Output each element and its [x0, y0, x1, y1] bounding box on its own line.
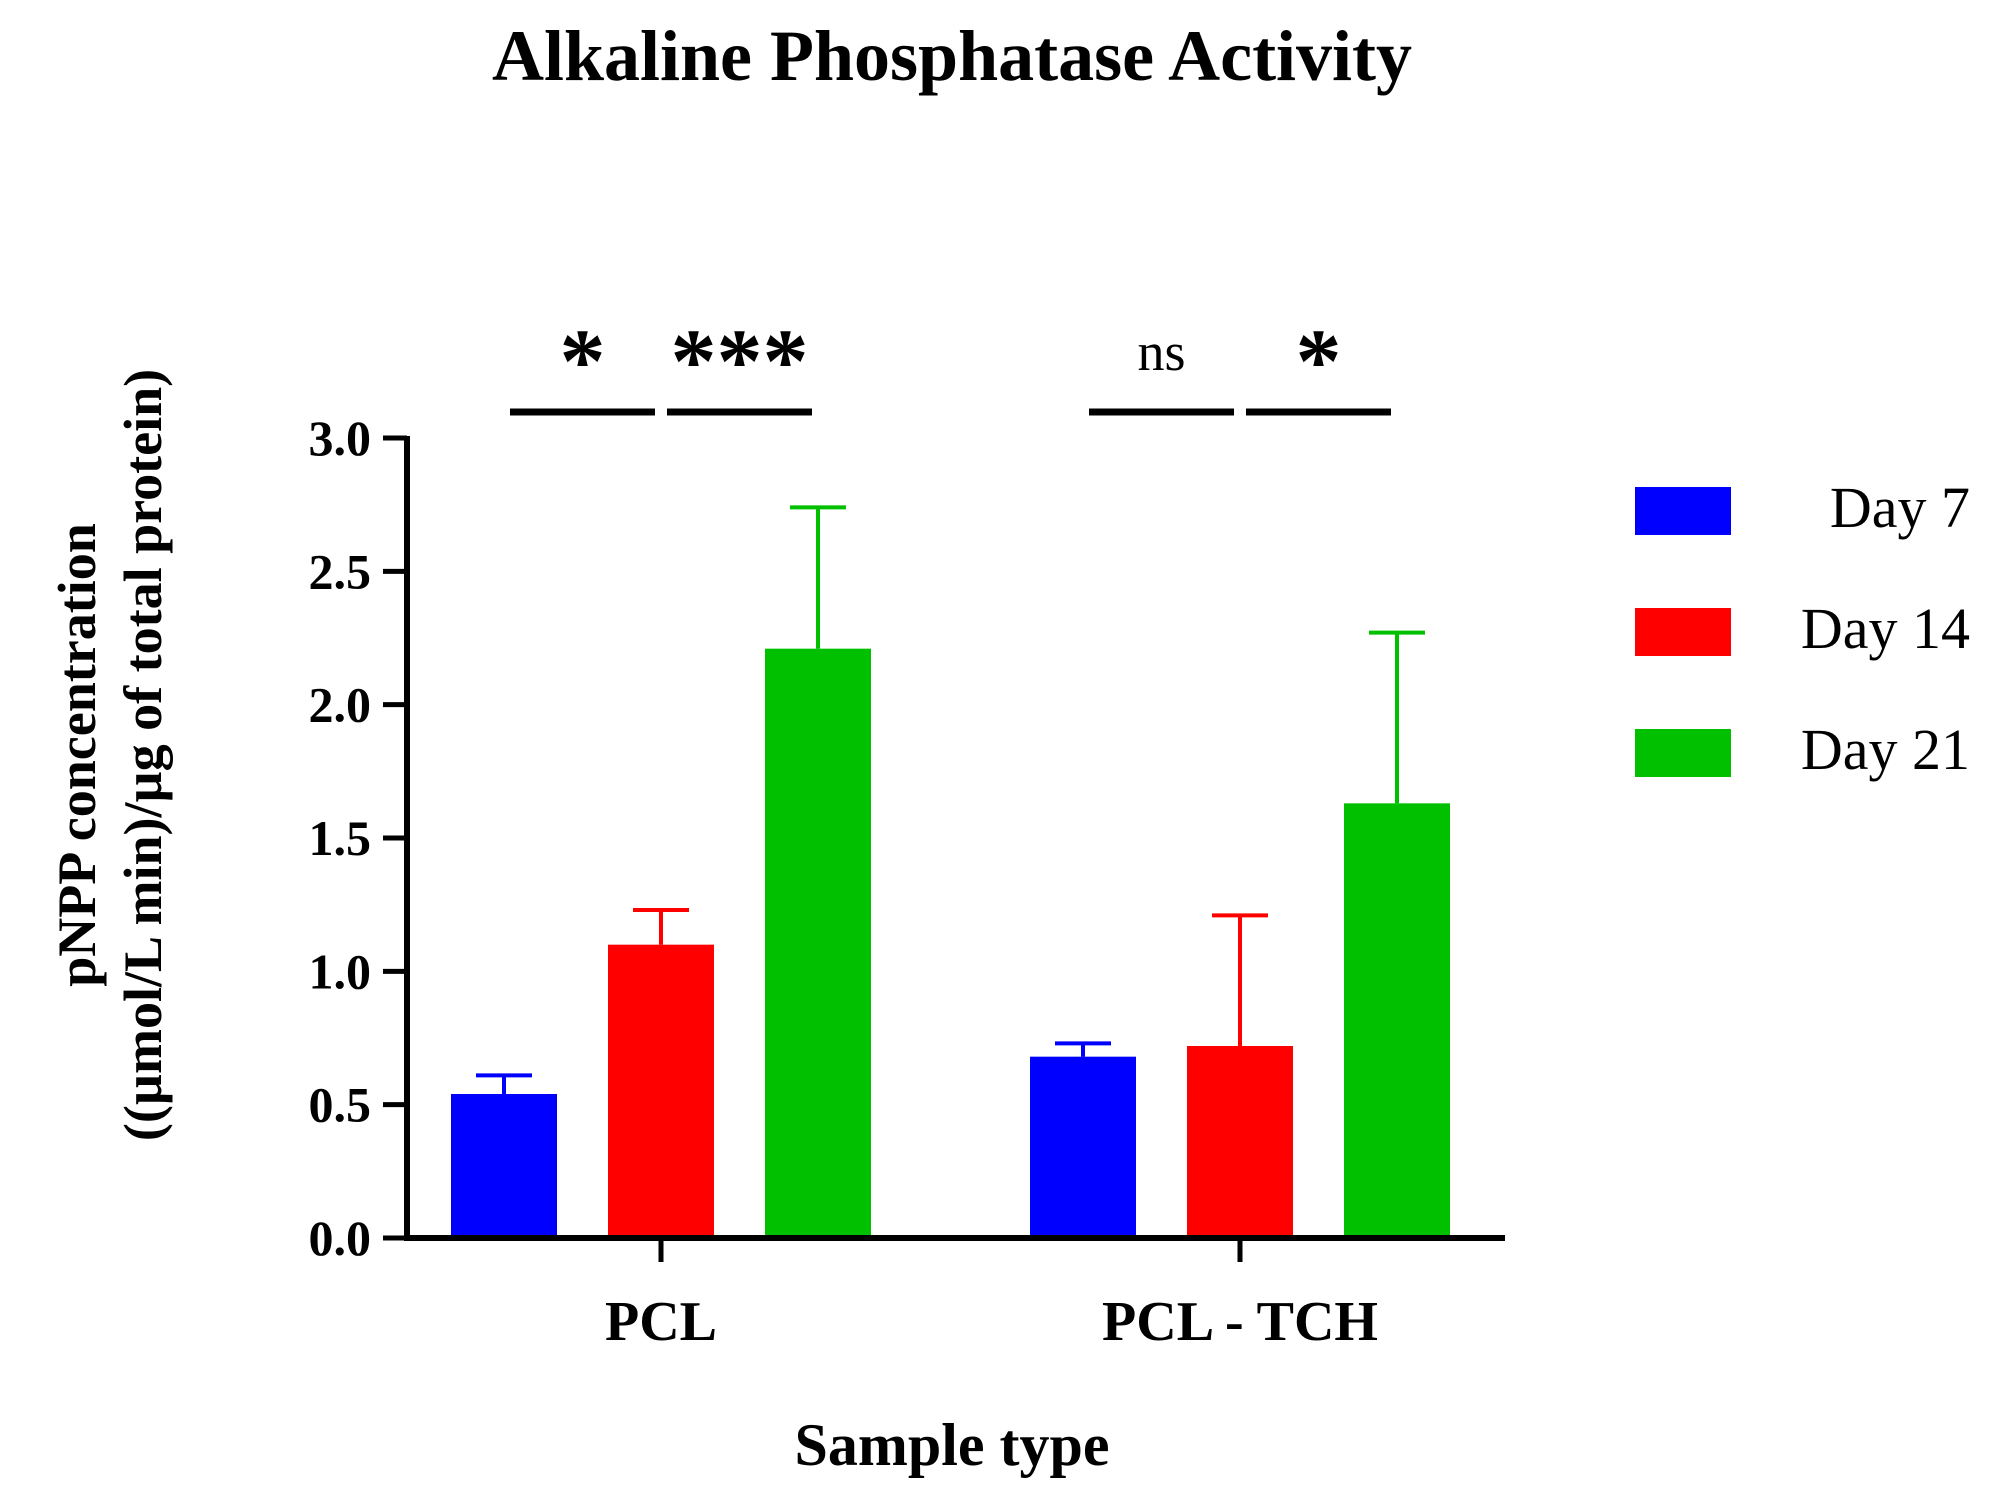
legend-swatch-1 [1635, 608, 1731, 656]
x-axis-label: Sample type [795, 1412, 1110, 1478]
y-tick-label-1: 0.5 [309, 1077, 372, 1133]
y-tick-label-2: 1.0 [309, 943, 372, 999]
chart-title: Alkaline Phosphatase Activity [492, 16, 1412, 96]
bar-0-0 [451, 1094, 557, 1238]
significance-label-2: ns [1137, 322, 1185, 382]
y-tick-label-5: 2.5 [309, 543, 372, 599]
bar-1-2 [1344, 803, 1450, 1238]
y-axis-label: pNPP concentration ((µmol/L min)/µg of t… [47, 369, 173, 1141]
y-tick-label-0: 0.0 [309, 1210, 372, 1266]
significance-label-0: * [560, 310, 606, 412]
y-axis-label-line1: pNPP concentration [47, 523, 107, 986]
bar-1-1 [1187, 1046, 1293, 1238]
significance-label-3: * [1296, 310, 1342, 412]
y-axis-label-line2: ((µmol/L min)/µg of total protein) [113, 369, 173, 1141]
bar-0-1 [608, 944, 714, 1238]
legend-label-0: Day 7 [1830, 475, 1970, 540]
category-label-1: PCL - TCH [1102, 1291, 1378, 1353]
legend-label-1: Day 14 [1801, 596, 1970, 661]
category-label-0: PCL [605, 1291, 717, 1353]
significance-label-1: *** [671, 310, 809, 412]
legend: Day 7 Day 14 Day 21 [1635, 475, 1970, 782]
y-tick-label-4: 2.0 [309, 677, 372, 733]
y-tick-label-6: 3.0 [309, 410, 372, 466]
legend-label-2: Day 21 [1801, 717, 1970, 782]
bar-1-0 [1030, 1056, 1136, 1238]
bar-0-2 [765, 648, 871, 1238]
legend-swatch-2 [1635, 729, 1731, 777]
y-tick-label-3: 1.5 [309, 810, 372, 866]
legend-swatch-0 [1635, 487, 1731, 535]
